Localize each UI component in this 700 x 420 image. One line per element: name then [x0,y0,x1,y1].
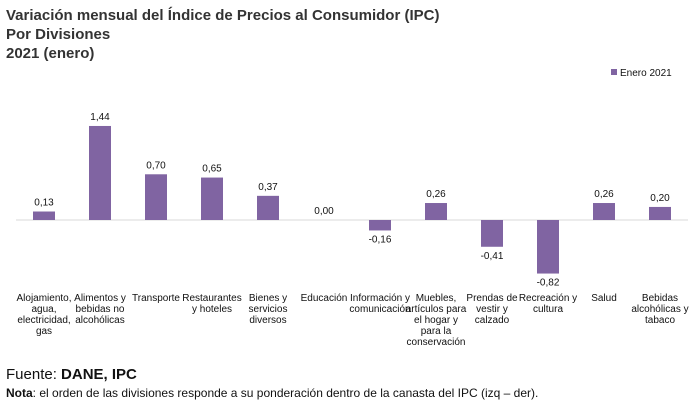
category-label-4: Bienes y servicios diversos [249,293,288,326]
bar-3 [201,177,223,220]
category-label-2: Transporte [132,293,180,304]
category-label-6: Información y comunicación [349,293,410,315]
category-label-0: Alojamiento, agua, electricidad, gas [16,293,71,337]
category-label-11: Bebidas alcohólicas y tabaco [631,293,688,326]
legend-swatch [611,69,617,75]
data-label-10: 0,26 [594,189,614,200]
bar-0 [33,211,55,220]
bar-7 [425,203,447,220]
note-text: : el orden de las divisiones responde a … [32,386,539,400]
data-label-6: -0,16 [369,234,392,245]
category-label-1: Alimentos y bebidas no alcohólicas [74,293,126,326]
chart-title-line-2: Por Divisiones [6,26,111,43]
data-label-1: 1,44 [90,112,110,123]
bar-11 [649,206,671,220]
bar-6 [369,220,391,231]
category-label-9: Recreación y cultura [519,293,577,315]
category-label-3: Restaurantes y hoteles [182,293,241,315]
chart-title-line-1: Variación mensual del Índice de Precios … [6,7,440,24]
data-label-3: 0,65 [202,164,222,175]
data-label-7: 0,26 [426,189,446,200]
legend-label: Enero 2021 [620,68,672,79]
bar-chart: 0,13 Alojamiento, agua, electricidad, gas 1,4… [16,68,689,348]
data-label-4: 0,37 [258,182,278,193]
bar-4 [257,195,279,220]
data-label-8: -0,41 [481,251,504,262]
bar-10 [593,203,615,220]
chart-title: Variación mensual del Índice de Precios … [6,6,439,63]
chart-title-line-3: 2021 (enero) [6,45,95,62]
data-label-5: 0,00 [314,206,334,217]
source-prefix: Fuente: [6,366,62,383]
category-label-10: Salud [591,293,617,304]
data-label-2: 0,70 [146,160,166,171]
source-line: Fuente: DANE, IPC [6,366,137,383]
note-line: Nota: el orden de las divisiones respond… [6,386,538,400]
source-name: DANE, IPC [61,366,137,383]
category-label-7: Muebles, artículos para el hogar y para la c… [406,293,467,348]
bar-1 [89,125,111,220]
bar-9 [537,220,559,274]
data-label-11: 0,20 [650,193,670,204]
data-label-0: 0,13 [34,198,54,209]
data-label-9: -0,82 [537,278,560,289]
bar-2 [145,174,167,220]
bar-8 [481,220,503,247]
note-label: Nota [6,386,33,400]
category-label-5: Educación [301,293,348,304]
category-label-8: Prendas de vestir y calzado [466,293,518,326]
